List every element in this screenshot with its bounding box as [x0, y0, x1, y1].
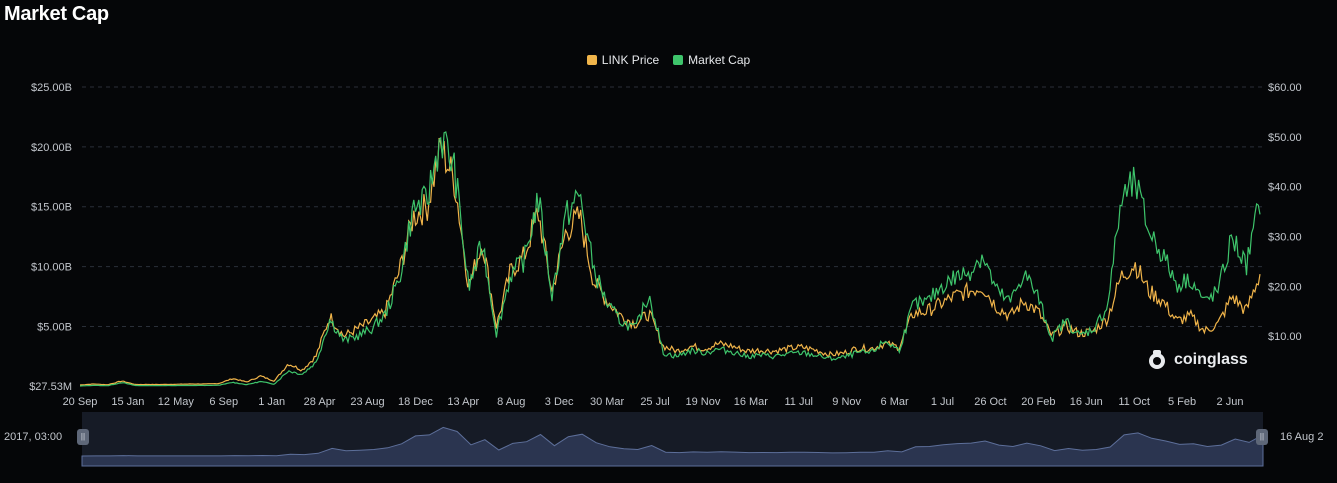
- series-line-link-price: [79, 137, 1261, 386]
- zoom-overview-area: [81, 426, 1264, 467]
- left-tick-label: $10.00B: [31, 262, 72, 274]
- zoom-handle-right[interactable]: ||: [1256, 429, 1268, 445]
- x-tick-label: 16 Mar: [734, 396, 769, 408]
- legend-label-link-price: LINK Price: [601, 53, 660, 67]
- right-tick-label: $10.00: [1268, 331, 1302, 343]
- legend-label-market-cap: Market Cap: [688, 53, 751, 67]
- series-layer: [79, 131, 1261, 387]
- left-tick-label: $25.00B: [31, 82, 72, 94]
- x-tick-label: 28 Apr: [304, 396, 336, 408]
- x-tick-label: 8 Aug: [497, 396, 525, 408]
- x-tick-label: 30 Mar: [590, 396, 625, 408]
- right-tick-label: $50.00: [1268, 132, 1302, 144]
- left-tick-label: $27.53M: [29, 381, 72, 393]
- zoom-start-label: 2017, 03:00: [4, 431, 63, 443]
- chart-grid: [82, 86, 1262, 327]
- x-tick-label: 26 Oct: [974, 396, 1006, 408]
- x-tick-label: 13 Apr: [447, 396, 479, 408]
- x-tick-label: 9 Nov: [832, 396, 861, 408]
- x-tick-label: 12 May: [158, 396, 195, 408]
- x-tick-label: 20 Sep: [63, 396, 98, 408]
- x-tick-label: 16 Jun: [1070, 396, 1103, 408]
- right-tick-label: $40.00: [1268, 182, 1302, 194]
- legend-item-market-cap[interactable]: Market Cap: [673, 53, 750, 67]
- coinglass-logo-icon: [1149, 350, 1165, 369]
- right-tick-label: $60.00: [1268, 82, 1302, 94]
- x-tick-label: 6 Mar: [881, 396, 909, 408]
- right-tick-label: $30.00: [1268, 232, 1302, 244]
- x-tick-label: 1 Jul: [931, 396, 954, 408]
- x-tick-label: 19 Nov: [685, 396, 720, 408]
- legend-swatch-market-cap: [673, 55, 684, 65]
- x-tick-label: 2 Jun: [1217, 396, 1244, 408]
- right-tick-label: $20.00: [1268, 281, 1302, 293]
- legend-item-link-price[interactable]: LINK Price: [586, 53, 660, 67]
- x-tick-label: 3 Dec: [545, 396, 574, 408]
- x-axis: 20 Sep 15 Jan 12 May 6 Sep 1 Jan 28 Apr 23 Aug…: [63, 396, 1244, 408]
- zoom-end-label: 16 Aug 2: [1280, 431, 1324, 443]
- page-title: Market Cap: [4, 3, 109, 25]
- series-line-market-cap: [79, 131, 1261, 387]
- legend-swatch-link-price: [586, 55, 597, 65]
- left-y-axis: $27.53M $5.00B $10.00B $15.00B $20.00B $25.00…: [29, 82, 72, 393]
- coinglass-watermark: coinglass: [1146, 349, 1248, 371]
- x-tick-label: 25 Jul: [640, 396, 669, 408]
- left-tick-label: $5.00B: [37, 321, 72, 333]
- x-tick-label: 1 Jan: [258, 396, 285, 408]
- right-y-axis: $10.00 $20.00 $30.00 $40.00 $50.00 $60.00: [1268, 82, 1302, 343]
- zoom-slider[interactable]: [81, 412, 1264, 467]
- x-tick-label: 18 Dec: [398, 396, 433, 408]
- left-tick-label: $15.00B: [31, 202, 72, 214]
- left-tick-label: $20.00B: [31, 142, 72, 154]
- watermark-text: coinglass: [1174, 351, 1248, 368]
- zoom-handle-left[interactable]: ||: [77, 429, 89, 445]
- x-tick-label: 20 Feb: [1021, 396, 1055, 408]
- x-tick-label: 5 Feb: [1168, 396, 1196, 408]
- x-tick-label: 23 Aug: [350, 396, 384, 408]
- chart-legend: LINK Price Market Cap: [0, 53, 1337, 67]
- x-tick-label: 6 Sep: [209, 396, 238, 408]
- x-tick-label: 11 Jul: [784, 396, 813, 408]
- x-tick-label: 11 Oct: [1118, 396, 1150, 408]
- x-tick-label: 15 Jan: [111, 396, 144, 408]
